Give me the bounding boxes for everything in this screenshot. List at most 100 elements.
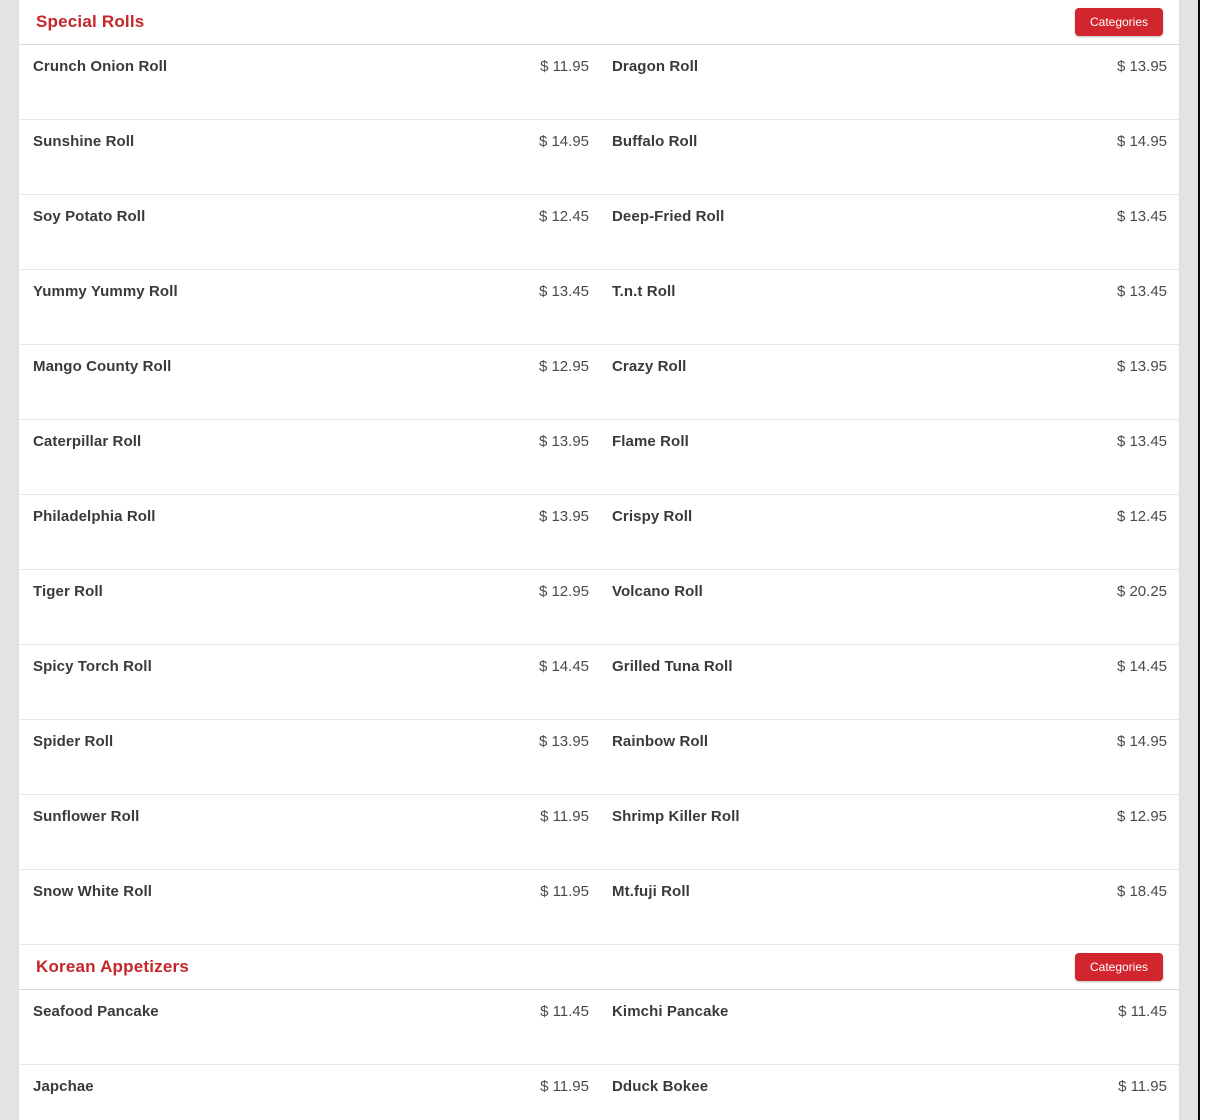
menu-item-cell[interactable]: Mango County Roll $ 12.95	[19, 345, 599, 419]
menu-item-cell[interactable]: Mt.fuji Roll $ 18.45	[599, 870, 1179, 944]
item-name: Crispy Roll	[612, 508, 693, 525]
item-price: $ 12.45	[538, 208, 589, 225]
menu-row: Snow White Roll $ 11.95 Mt.fuji Roll $ 1…	[19, 870, 1179, 945]
item-price: $ 13.95	[538, 433, 589, 450]
item-price: $ 20.25	[1116, 583, 1167, 600]
item-name: Dragon Roll	[612, 58, 699, 75]
item-price: $ 11.95	[540, 883, 589, 900]
item-price: $ 14.45	[538, 658, 589, 675]
categories-button[interactable]: Categories	[1075, 8, 1163, 36]
menu-row: Japchae $ 11.95 Dduck Bokee $ 11.95	[19, 1065, 1179, 1120]
item-price: $ 14.95	[538, 133, 589, 150]
menu-item-cell[interactable]: Kimchi Pancake $ 11.45	[599, 990, 1179, 1064]
item-name: Caterpillar Roll	[33, 433, 142, 450]
section-header: Special Rolls Categories	[19, 0, 1179, 45]
item-price: $ 12.45	[1116, 508, 1167, 525]
item-name: Rainbow Roll	[612, 733, 709, 750]
menu-item-cell[interactable]: Soy Potato Roll $ 12.45	[19, 195, 599, 269]
menu-item-cell[interactable]: Crazy Roll $ 13.95	[599, 345, 1179, 419]
menu-item-cell[interactable]: Volcano Roll $ 20.25	[599, 570, 1179, 644]
menu-item-cell[interactable]: Snow White Roll $ 11.95	[19, 870, 599, 944]
item-price: $ 11.95	[540, 808, 589, 825]
item-price: $ 13.95	[538, 733, 589, 750]
menu-item-cell[interactable]: Deep-Fried Roll $ 13.45	[599, 195, 1179, 269]
menu-section: Special Rolls Categories Crunch Onion Ro…	[19, 0, 1179, 945]
menu-item-cell[interactable]: Buffalo Roll $ 14.95	[599, 120, 1179, 194]
menu-row: Spider Roll $ 13.95 Rainbow Roll $ 14.95	[19, 720, 1179, 795]
menu-item-cell[interactable]: Caterpillar Roll $ 13.95	[19, 420, 599, 494]
item-name: T.n.t Roll	[612, 283, 676, 300]
section-rows: Crunch Onion Roll $ 11.95 Dragon Roll $ …	[19, 45, 1179, 945]
item-price: $ 13.45	[538, 283, 589, 300]
item-price: $ 13.45	[1116, 283, 1167, 300]
section-title: Special Rolls	[36, 12, 145, 31]
item-price: $ 13.45	[1116, 208, 1167, 225]
menu-item-cell[interactable]: Spicy Torch Roll $ 14.45	[19, 645, 599, 719]
menu-item-cell[interactable]: Crispy Roll $ 12.45	[599, 495, 1179, 569]
menu-item-cell[interactable]: Sunshine Roll $ 14.95	[19, 120, 599, 194]
menu-row: Soy Potato Roll $ 12.45 Deep-Fried Roll …	[19, 195, 1179, 270]
item-price: $ 18.45	[1116, 883, 1167, 900]
menu-row: Yummy Yummy Roll $ 13.45 T.n.t Roll $ 13…	[19, 270, 1179, 345]
item-price: $ 13.95	[1116, 358, 1167, 375]
menu-item-cell[interactable]: Spider Roll $ 13.95	[19, 720, 599, 794]
menu-item-cell[interactable]: Shrimp Killer Roll $ 12.95	[599, 795, 1179, 869]
menu-row: Sunflower Roll $ 11.95 Shrimp Killer Rol…	[19, 795, 1179, 870]
item-name: Grilled Tuna Roll	[612, 658, 733, 675]
menu-root: Special Rolls Categories Crunch Onion Ro…	[18, 0, 1180, 1120]
item-price: $ 13.95	[1116, 58, 1167, 75]
item-price: $ 14.45	[1116, 658, 1167, 675]
menu-item-cell[interactable]: Japchae $ 11.95	[19, 1065, 599, 1120]
item-name: Tiger Roll	[33, 583, 103, 600]
item-price: $ 12.95	[1116, 808, 1167, 825]
item-name: Crazy Roll	[612, 358, 687, 375]
menu-row: Spicy Torch Roll $ 14.45 Grilled Tuna Ro…	[19, 645, 1179, 720]
menu-section: Korean Appetizers Categories Seafood Pan…	[19, 945, 1179, 1120]
menu-item-cell[interactable]: Yummy Yummy Roll $ 13.45	[19, 270, 599, 344]
menu-row: Tiger Roll $ 12.95 Volcano Roll $ 20.25	[19, 570, 1179, 645]
menu-item-cell[interactable]: Sunflower Roll $ 11.95	[19, 795, 599, 869]
item-name: Spicy Torch Roll	[33, 658, 152, 675]
categories-button[interactable]: Categories	[1075, 953, 1163, 981]
section-title: Korean Appetizers	[36, 957, 189, 976]
section-header: Korean Appetizers Categories	[19, 945, 1179, 990]
item-price: $ 12.95	[538, 358, 589, 375]
item-name: Seafood Pancake	[33, 1003, 159, 1020]
menu-item-cell[interactable]: Flame Roll $ 13.45	[599, 420, 1179, 494]
menu-row: Sunshine Roll $ 14.95 Buffalo Roll $ 14.…	[19, 120, 1179, 195]
item-price: $ 11.95	[1118, 1078, 1167, 1095]
item-price: $ 13.95	[538, 508, 589, 525]
menu-item-cell[interactable]: Dragon Roll $ 13.95	[599, 45, 1179, 119]
item-price: $ 11.45	[540, 1003, 589, 1020]
item-name: Deep-Fried Roll	[612, 208, 725, 225]
item-name: Snow White Roll	[33, 883, 152, 900]
item-name: Mango County Roll	[33, 358, 172, 375]
item-name: Crunch Onion Roll	[33, 58, 168, 75]
menu-item-cell[interactable]: T.n.t Roll $ 13.45	[599, 270, 1179, 344]
item-price: $ 11.45	[1118, 1003, 1167, 1020]
menu-item-cell[interactable]: Dduck Bokee $ 11.95	[599, 1065, 1179, 1120]
item-name: Sunshine Roll	[33, 133, 135, 150]
menu-item-cell[interactable]: Crunch Onion Roll $ 11.95	[19, 45, 599, 119]
item-name: Sunflower Roll	[33, 808, 140, 825]
item-name: Dduck Bokee	[612, 1078, 709, 1095]
menu-item-cell[interactable]: Seafood Pancake $ 11.45	[19, 990, 599, 1064]
item-price: $ 14.95	[1116, 133, 1167, 150]
item-name: Yummy Yummy Roll	[33, 283, 178, 300]
item-name: Mt.fuji Roll	[612, 883, 690, 900]
item-price: $ 14.95	[1116, 733, 1167, 750]
menu-row: Crunch Onion Roll $ 11.95 Dragon Roll $ …	[19, 45, 1179, 120]
menu-item-cell[interactable]: Tiger Roll $ 12.95	[19, 570, 599, 644]
section-rows: Seafood Pancake $ 11.45 Kimchi Pancake $…	[19, 990, 1179, 1120]
item-name: Spider Roll	[33, 733, 114, 750]
menu-row: Caterpillar Roll $ 13.95 Flame Roll $ 13…	[19, 420, 1179, 495]
menu-item-cell[interactable]: Grilled Tuna Roll $ 14.45	[599, 645, 1179, 719]
item-name: Volcano Roll	[612, 583, 703, 600]
menu-row: Seafood Pancake $ 11.45 Kimchi Pancake $…	[19, 990, 1179, 1065]
menu-item-cell[interactable]: Rainbow Roll $ 14.95	[599, 720, 1179, 794]
menu-item-cell[interactable]: Philadelphia Roll $ 13.95	[19, 495, 599, 569]
item-name: Kimchi Pancake	[612, 1003, 729, 1020]
item-name: Buffalo Roll	[612, 133, 698, 150]
item-price: $ 11.95	[540, 58, 589, 75]
